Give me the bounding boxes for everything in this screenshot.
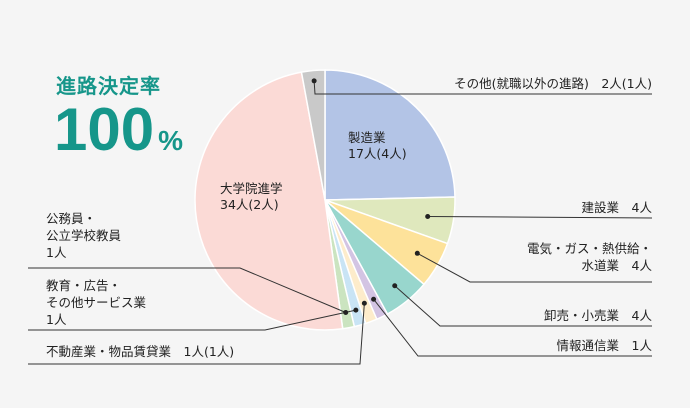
leader-dot-kensetsu <box>425 214 431 220</box>
slice-label-fudosan: 不動産業・物品賃貸業 1人(1人) <box>46 344 234 359</box>
leader-dot-joho <box>371 296 377 302</box>
slice-label-line: 製造業 <box>348 130 386 145</box>
leader-line-komuin <box>28 267 346 313</box>
slice-label-line: 17人(4人) <box>348 146 407 161</box>
leader-line-kyoiku <box>28 309 356 331</box>
leader-line-fudosan <box>28 303 365 365</box>
slice-label-denki: 電気・ガス・熱供給・水道業 4人 <box>527 241 653 273</box>
slice-label-line: 大学院進学 <box>220 181 283 196</box>
slice-label-sonota: その他(就職以外の進路) 2人(1人) <box>454 76 652 91</box>
slice-label-line: 教育・広告・ <box>46 278 121 293</box>
slice-label-line: 34人(2人) <box>220 197 279 212</box>
slice-label-seizo: 製造業 17人(4人) <box>348 130 407 161</box>
pie-slice-sonota <box>300 69 326 201</box>
slice-label-line: 公立学校教員 <box>46 228 122 243</box>
leader-dot-denki <box>414 250 420 256</box>
leader-line-joho <box>373 298 652 357</box>
slice-label-line: 卸売・小売業 4人 <box>544 308 652 323</box>
decision-rate-value: 100% <box>54 100 183 160</box>
slice-label-line: 水道業 4人 <box>582 258 653 273</box>
slice-label-kyoiku: 教育・広告・その他サービス業 1人 <box>46 278 147 327</box>
slice-label-line: 1人 <box>46 245 67 260</box>
leader-line-sonota <box>313 80 652 95</box>
decision-rate-number: 100 <box>54 96 155 163</box>
slice-label-kensetsu: 建設業 4人 <box>582 200 653 215</box>
slice-label-line: その他サービス業 <box>46 295 147 310</box>
pie-slice-seizo <box>324 69 456 201</box>
leader-line-denki <box>417 252 652 283</box>
slice-label-joho: 情報通信業 1人 <box>557 338 653 353</box>
slice-label-line: 電気・ガス・熱供給・ <box>527 241 652 256</box>
leader-dot-fudosan <box>361 300 367 306</box>
slice-label-oroshi: 卸売・小売業 4人 <box>544 308 652 323</box>
leader-dot-sonota <box>311 78 317 84</box>
slice-label-line: 情報通信業 1人 <box>557 338 653 353</box>
slice-label-line: 公務員・ <box>46 211 96 226</box>
leader-dot-oroshi <box>392 283 398 289</box>
slice-label-line: 建設業 4人 <box>582 200 653 215</box>
decision-rate-title: 進路決定率 <box>56 74 161 98</box>
leader-dot-komuin <box>343 310 349 316</box>
leader-line-oroshi <box>394 285 652 327</box>
slice-label-daigaku: 大学院進学 34人(2人) <box>220 181 283 212</box>
slice-label-line: 不動産業・物品賃貸業 1人(1人) <box>46 344 234 359</box>
pie-slices <box>194 69 456 331</box>
decision-rate-unit: % <box>158 125 184 156</box>
leader-lines <box>28 78 653 365</box>
slice-label-line: その他(就職以外の進路) 2人(1人) <box>454 76 652 91</box>
leader-line-kensetsu <box>427 216 653 219</box>
slice-label-line: 1人 <box>46 312 67 327</box>
leader-dot-kyoiku <box>353 307 359 313</box>
slice-label-komuin: 公務員・公立学校教員 1人 <box>46 211 122 260</box>
